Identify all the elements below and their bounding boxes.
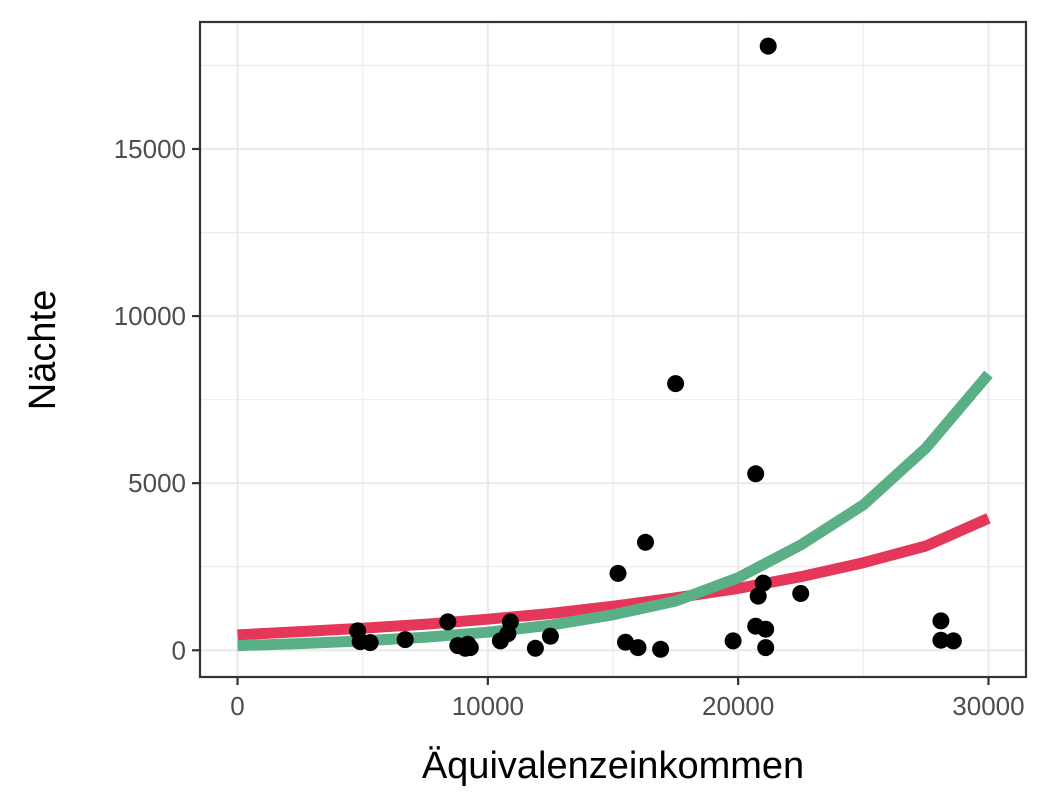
data-point — [932, 612, 950, 630]
data-point — [749, 587, 767, 605]
data-point — [932, 631, 950, 649]
data-point — [652, 640, 670, 658]
y-tick-label: 15000 — [114, 134, 186, 164]
x-tick-label: 20000 — [702, 691, 774, 721]
data-point — [526, 639, 544, 657]
data-point — [609, 564, 627, 582]
data-point — [501, 613, 519, 631]
y-tick-label: 10000 — [114, 301, 186, 331]
y-axis-ticks: 0 5000 10000 15000 — [114, 134, 200, 665]
data-point — [757, 639, 775, 657]
data-point — [792, 585, 810, 602]
data-point — [439, 613, 457, 631]
data-point — [637, 533, 654, 551]
x-tick-label: 0 — [230, 691, 244, 721]
y-axis-title: Nächte — [22, 290, 64, 410]
data-point — [759, 37, 777, 55]
data-points — [349, 37, 962, 658]
data-point — [747, 465, 765, 483]
data-point — [361, 634, 379, 652]
data-point — [629, 639, 647, 657]
y-tick-label: 5000 — [128, 468, 186, 498]
panel-border — [198, 20, 1028, 679]
data-point — [754, 574, 772, 592]
data-point — [541, 627, 559, 645]
x-tick-label: 10000 — [452, 691, 524, 721]
data-point — [396, 631, 414, 649]
data-point — [724, 632, 742, 650]
x-axis-title: Äquivalenzeinkommen — [422, 745, 804, 787]
data-point — [944, 632, 962, 650]
data-point — [667, 375, 685, 393]
y-tick-label: 0 — [172, 635, 186, 665]
data-point — [757, 620, 775, 638]
x-tick-label: 30000 — [952, 691, 1024, 721]
x-axis-ticks: 0 10000 20000 30000 — [230, 677, 1025, 721]
data-point — [459, 635, 477, 653]
major-gridlines — [200, 22, 1026, 677]
